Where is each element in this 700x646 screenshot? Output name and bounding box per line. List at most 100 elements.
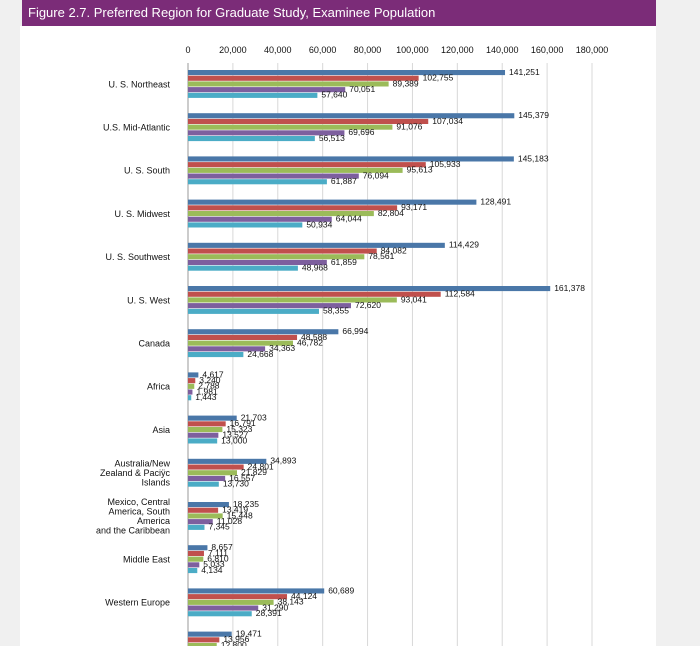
bar [188, 464, 244, 470]
category-label: U.S. Mid-Atlantic [103, 122, 171, 132]
x-tick-label: 140,000 [486, 45, 519, 55]
bar [188, 92, 318, 98]
category-label: U. S. Northeast [108, 79, 170, 89]
bar [188, 502, 229, 508]
category-label: U. S. Southwest [105, 252, 170, 262]
category-label: Mexico, Central [107, 497, 170, 507]
x-tick-label: 60,000 [309, 45, 337, 55]
bar [188, 124, 393, 130]
bar [188, 248, 377, 254]
bar [188, 524, 205, 530]
bar [188, 372, 199, 378]
bar [188, 556, 204, 562]
data-label: 84,082 [381, 245, 407, 255]
data-label: 44,124 [291, 591, 317, 601]
chart-title: Figure 2.7. Preferred Region for Graduat… [22, 0, 656, 26]
bar [188, 438, 218, 444]
bar [188, 562, 200, 568]
data-label: 13,527 [222, 430, 248, 440]
bar [188, 507, 219, 513]
data-label: 13,730 [223, 479, 249, 489]
data-label: 5,033 [203, 559, 225, 569]
bar [188, 334, 298, 340]
bar [188, 519, 213, 525]
data-label: 141,251 [509, 67, 540, 77]
bar [188, 415, 237, 421]
data-label: 15,323 [226, 424, 252, 434]
data-label: 28,391 [256, 608, 282, 618]
data-label: 7,111 [208, 548, 228, 558]
bar [188, 513, 223, 519]
data-label: 34,363 [269, 343, 295, 353]
bar [188, 395, 192, 401]
data-label: 76,094 [363, 170, 389, 180]
bar [188, 550, 204, 556]
data-label: 38,143 [278, 597, 304, 607]
bar [188, 470, 237, 476]
x-tick-label: 100,000 [396, 45, 429, 55]
bar [188, 637, 220, 643]
data-label: 82,804 [378, 208, 404, 218]
bar [188, 162, 426, 168]
data-label: 78,561 [368, 251, 394, 261]
bar [188, 81, 389, 87]
data-label: 58,355 [323, 306, 349, 316]
category-label: Islands [141, 478, 170, 488]
data-label: 56,513 [319, 133, 345, 143]
bar [188, 222, 303, 228]
data-label: 1,981 [196, 386, 218, 396]
data-label: 13,419 [222, 505, 248, 515]
bar [188, 308, 319, 314]
data-label: 107,034 [432, 116, 463, 126]
bar [188, 631, 232, 637]
bar [188, 588, 325, 594]
data-label: 72,620 [355, 300, 381, 310]
data-label: 8,657 [211, 542, 233, 552]
bar-chart: 0 20,000 40,000 60,000 80,000 100,000 120,000 1… [96, 45, 609, 646]
data-label: 95,613 [407, 165, 433, 175]
bar [188, 70, 506, 76]
data-label: 24,801 [248, 461, 274, 471]
data-label: 145,379 [518, 110, 549, 120]
bar [188, 291, 441, 297]
bar [188, 545, 208, 551]
bar [188, 211, 374, 217]
bar [188, 475, 226, 481]
x-tick-label: 80,000 [354, 45, 382, 55]
data-label: 15,448 [227, 510, 253, 520]
data-label: 13,956 [223, 634, 249, 644]
data-label: 93,171 [401, 202, 427, 212]
bar [188, 242, 445, 248]
bar [188, 421, 226, 427]
bar [188, 259, 327, 265]
bar [188, 605, 259, 611]
bar [188, 297, 397, 303]
data-label: 66,994 [342, 326, 368, 336]
data-label: 91,076 [396, 122, 422, 132]
data-label: 16,557 [229, 473, 255, 483]
data-label: 145,183 [518, 153, 549, 163]
bar [188, 216, 332, 222]
data-label: 12,800 [221, 640, 247, 646]
chart-panel: 0 20,000 40,000 60,000 80,000 100,000 120,000 1… [20, 26, 656, 646]
category-label: Zealand & Paciÿc [100, 468, 171, 478]
bar [188, 643, 217, 646]
bar [188, 173, 359, 179]
bar [188, 167, 403, 173]
category-label: Western Europe [105, 598, 170, 608]
x-tick-label: 180,000 [576, 45, 609, 55]
data-label: 161,378 [554, 283, 585, 293]
bar [188, 113, 515, 119]
bar [188, 179, 327, 185]
data-label: 24,668 [247, 349, 273, 359]
bar [188, 87, 346, 93]
bar [188, 136, 315, 142]
x-tick-label: 120,000 [441, 45, 474, 55]
category-label: Australia/New [114, 459, 170, 469]
data-label: 21,829 [241, 467, 267, 477]
data-label: 19,471 [236, 629, 262, 639]
category-label: America, South [108, 507, 170, 517]
data-label: 70,051 [349, 84, 375, 94]
data-label: 57,640 [321, 90, 347, 100]
bar [188, 156, 514, 162]
